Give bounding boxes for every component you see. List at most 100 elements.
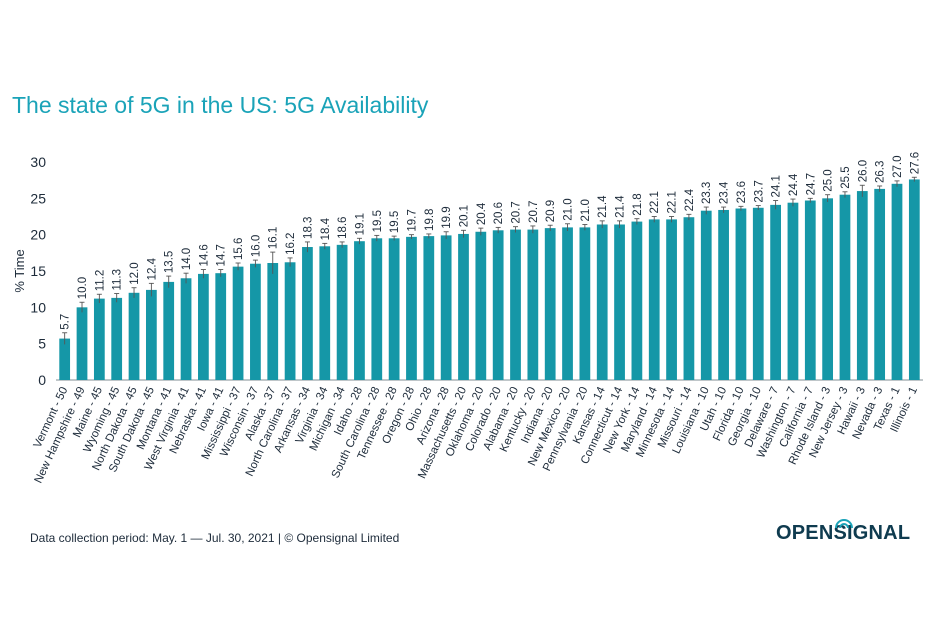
data-label: 18.4 (320, 217, 332, 240)
data-label: 27.0 (892, 156, 904, 178)
data-label: 22.4 (684, 188, 696, 211)
bar (128, 292, 140, 380)
data-label: 27.6 (909, 152, 921, 174)
bar (492, 230, 504, 380)
data-label: 5.7 (60, 314, 72, 330)
bar (423, 236, 435, 380)
y-tick-label: 15 (30, 263, 46, 279)
data-label: 23.3 (701, 182, 713, 204)
bar (562, 227, 573, 380)
data-label: 26.3 (875, 161, 887, 183)
data-label: 20.1 (458, 205, 470, 227)
data-label: 22.1 (649, 191, 661, 213)
bar (111, 297, 123, 380)
bar (666, 219, 677, 380)
bar (735, 208, 747, 380)
data-label: 24.7 (805, 173, 817, 195)
bar (839, 194, 851, 380)
bar (804, 200, 816, 380)
y-tick-label: 20 (30, 227, 46, 243)
bar (163, 281, 175, 380)
data-label: 14.7 (216, 244, 228, 266)
bar (336, 244, 348, 380)
data-label: 20.7 (528, 201, 540, 223)
bar (232, 266, 244, 380)
data-label: 19.8 (424, 209, 436, 231)
data-label: 22.1 (667, 191, 679, 213)
data-collection-footer: Data collection period: May. 1 — Jul. 30… (30, 531, 400, 545)
bar (596, 224, 608, 380)
bar (215, 273, 227, 380)
data-label: 26.0 (857, 160, 869, 182)
y-tick-label: 10 (30, 299, 46, 315)
data-label: 10.0 (77, 277, 89, 299)
data-label: 19.1 (354, 213, 366, 235)
bar (718, 209, 729, 380)
data-label: 12.0 (129, 262, 141, 284)
data-label: 18.6 (337, 217, 349, 239)
bar (302, 247, 313, 380)
data-label: 19.7 (406, 209, 418, 231)
data-label: 21.4 (615, 195, 627, 218)
bar (319, 246, 331, 380)
data-label: 25.0 (823, 169, 835, 191)
bar (354, 241, 365, 380)
bar (614, 224, 625, 380)
data-label: 19.5 (389, 211, 401, 233)
data-label: 20.7 (511, 201, 523, 223)
data-label: 25.5 (840, 166, 852, 188)
bar (371, 238, 383, 380)
data-label: 14.6 (198, 244, 210, 266)
bar (250, 263, 261, 380)
bar (388, 238, 400, 380)
data-label: 19.9 (441, 206, 453, 228)
data-label: 21.8 (632, 193, 644, 215)
data-label: 11.2 (94, 270, 106, 292)
bar (579, 227, 591, 380)
chart-title: The state of 5G in the US: 5G Availabili… (12, 92, 429, 118)
bar (458, 233, 469, 380)
y-tick-label: 30 (30, 154, 46, 170)
data-label: 23.7 (753, 180, 765, 202)
bar (284, 262, 296, 380)
data-label: 16.2 (285, 233, 297, 255)
data-label: 13.5 (164, 251, 176, 273)
bar (59, 338, 71, 380)
bar (822, 198, 834, 380)
data-label: 20.9 (545, 200, 557, 222)
bar (631, 221, 643, 380)
data-label: 20.4 (476, 202, 488, 225)
data-label: 11.3 (112, 269, 124, 291)
bar (93, 298, 105, 380)
bar (544, 228, 556, 380)
bar (787, 202, 799, 380)
data-label: 21.0 (580, 199, 592, 221)
logo-text: OPENSIGNAL (776, 522, 911, 544)
data-label: 24.1 (771, 175, 783, 197)
bar (198, 273, 209, 380)
bar (527, 229, 539, 380)
opensignal-logo: OPENSIGNAL (776, 519, 911, 545)
data-label: 21.0 (563, 198, 575, 220)
bar (145, 289, 157, 380)
bar (700, 210, 712, 380)
data-label: 18.3 (302, 217, 314, 239)
bar (770, 204, 781, 380)
bar (856, 191, 868, 380)
y-tick-label: 0 (38, 372, 46, 388)
data-label: 24.4 (788, 173, 800, 196)
signal-waves-icon (835, 519, 853, 529)
y-tick-label: 25 (30, 190, 46, 206)
data-label: 20.6 (493, 202, 505, 224)
bar (475, 231, 487, 380)
bar (180, 278, 192, 380)
data-label: 16.1 (268, 227, 280, 249)
data-label: 21.4 (597, 195, 609, 218)
data-label: 16.0 (250, 235, 262, 257)
bar (267, 263, 279, 380)
bar (908, 179, 920, 380)
bar (510, 229, 521, 380)
data-label: 23.6 (736, 181, 748, 203)
y-axis-label: % Time (12, 249, 27, 292)
